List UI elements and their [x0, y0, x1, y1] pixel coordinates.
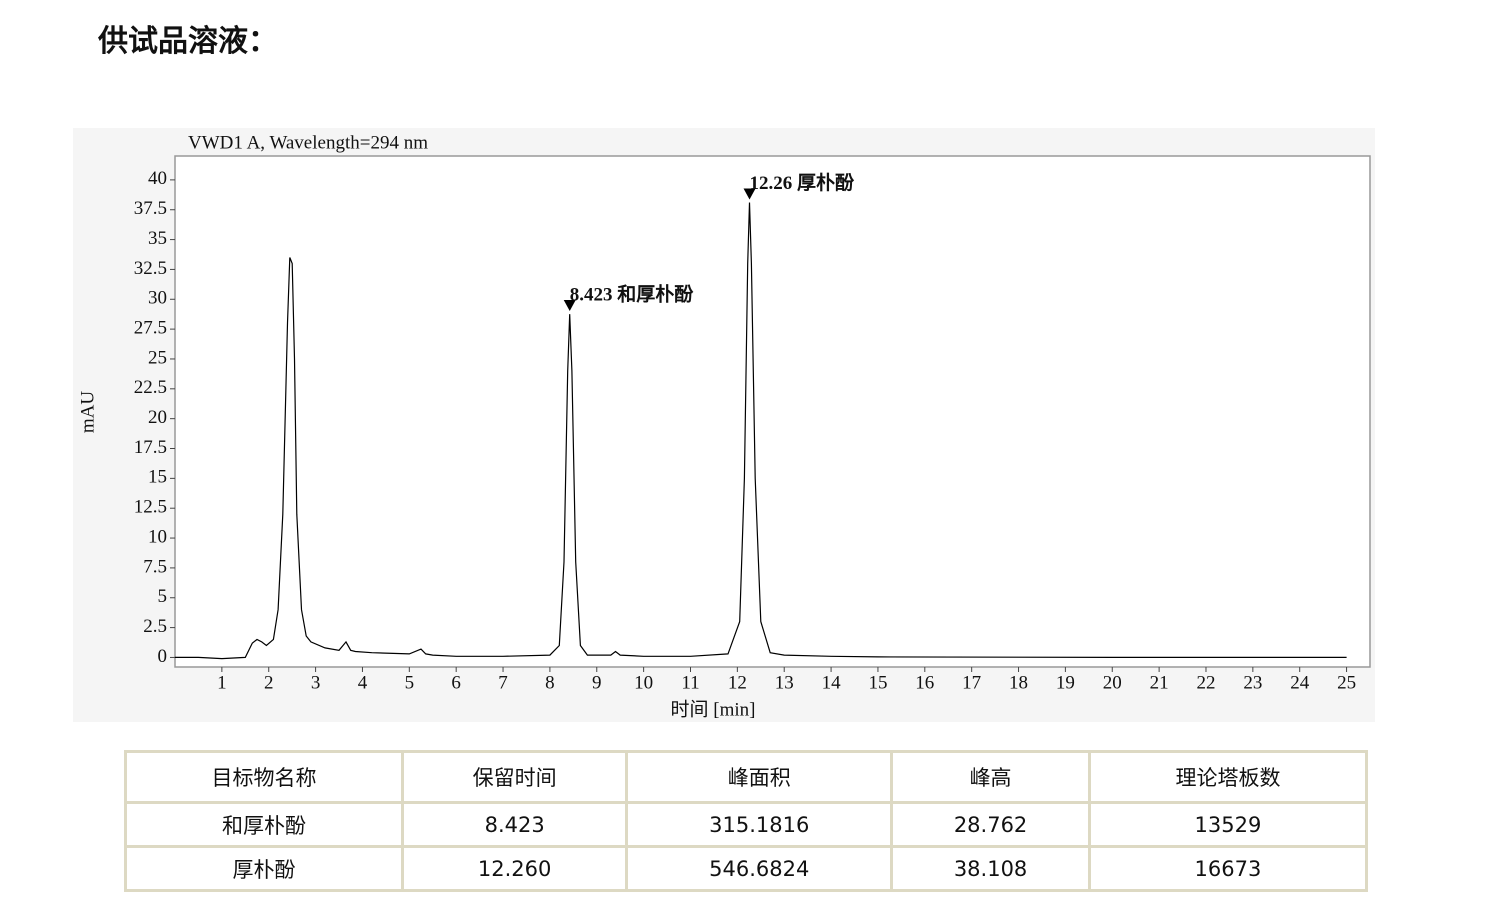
table-cell: 13529 — [1087, 801, 1369, 848]
y-tick-label: 27.5 — [134, 317, 167, 338]
table-row: 厚朴酚 12.260 546.6824 38.108 16673 — [123, 845, 1369, 892]
x-tick-label: 19 — [1056, 672, 1075, 693]
table-cell: 8.423 — [401, 801, 629, 848]
y-tick-label: 25 — [148, 347, 167, 368]
plot-frame — [174, 155, 1371, 668]
table-cell: 546.6824 — [625, 845, 894, 892]
x-tick-label: 2 — [264, 672, 274, 693]
y-tick-label: 5 — [158, 586, 168, 607]
table-cell: 38.108 — [890, 845, 1091, 892]
x-tick-label: 5 — [405, 672, 415, 693]
heading: 供试品溶液： — [98, 24, 278, 59]
y-tick-label: 35 — [148, 228, 167, 249]
x-tick-label: 9 — [592, 672, 602, 693]
x-tick-label: 25 — [1337, 672, 1356, 693]
x-tick-label: 16 — [915, 672, 934, 693]
x-tick-label: 15 — [868, 672, 887, 693]
peak-marker — [743, 188, 756, 200]
x-tick-label: 18 — [1009, 672, 1028, 693]
y-tick-label: 7.5 — [143, 556, 167, 577]
chart-title: VWD1 A, Wavelength=294 nm — [188, 132, 428, 153]
header-row: 目标物名称 保留时间 峰面积 峰高 理论塔板数 — [123, 750, 1369, 804]
y-tick-label: 30 — [148, 288, 167, 309]
x-tick-label: 21 — [1150, 672, 1169, 693]
table-cell: 16673 — [1087, 845, 1369, 892]
x-tick-label: 1 — [217, 672, 227, 693]
y-axis-label: mAU — [77, 391, 98, 434]
x-tick-label: 20 — [1103, 672, 1122, 693]
x-tick-label: 7 — [498, 672, 508, 693]
x-tick-label: 13 — [775, 672, 794, 693]
x-tick-label: 14 — [822, 672, 842, 693]
y-tick-label: 10 — [148, 526, 167, 547]
header-cell: 峰面积 — [625, 750, 894, 804]
table-cell: 28.762 — [890, 801, 1091, 848]
y-tick-label: 40 — [148, 168, 167, 189]
y-tick-label: 17.5 — [134, 437, 167, 458]
x-tick-label: 6 — [451, 672, 461, 693]
peak-marker — [563, 300, 576, 312]
y-tick-label: 37.5 — [134, 198, 167, 219]
header-cell: 峰高 — [890, 750, 1091, 804]
x-tick-label: 10 — [634, 672, 653, 693]
table-cell: 厚朴酚 — [123, 845, 405, 892]
y-tick-label: 15 — [148, 467, 167, 488]
y-tick-label: 20 — [148, 407, 167, 428]
chart: VWD1 A, Wavelength=294 nm 时间 [min] mAU 0… — [73, 128, 1375, 722]
header-cell: 保留时间 — [401, 750, 629, 804]
x-tick-label: 4 — [358, 672, 368, 693]
x-tick-label: 12 — [728, 672, 747, 693]
x-tick-label: 3 — [311, 672, 321, 693]
table-row: 和厚朴酚 8.423 315.1816 28.762 13529 — [123, 801, 1369, 848]
y-tick-label: 22.5 — [134, 377, 167, 398]
x-tick-label: 11 — [681, 672, 699, 693]
table-cell: 315.1816 — [625, 801, 894, 848]
x-tick-label: 8 — [545, 672, 555, 693]
results-table: 目标物名称 保留时间 峰面积 峰高 理论塔板数 和厚朴酚 8.423 315.1816 28.… — [123, 750, 1369, 892]
table-cell: 和厚朴酚 — [123, 801, 405, 848]
table-cell: 12.260 — [401, 845, 629, 892]
x-tick-label: 17 — [962, 672, 981, 693]
y-tick-label: 32.5 — [134, 258, 167, 279]
y-tick-label: 2.5 — [143, 616, 167, 637]
y-tick-label: 0 — [158, 646, 168, 667]
x-tick-label: 22 — [1196, 672, 1215, 693]
chromatogram-line — [175, 202, 1347, 660]
peak-label: 8.423 和厚朴酚 — [570, 282, 695, 305]
peak-label: 12.26 厚朴酚 — [750, 171, 856, 194]
header-cell: 理论塔板数 — [1087, 750, 1369, 804]
y-tick-label: 12.5 — [134, 497, 167, 518]
x-axis-label: 时间 [min] — [671, 698, 756, 720]
x-tick-label: 23 — [1243, 672, 1262, 693]
header-cell: 目标物名称 — [123, 750, 405, 804]
x-tick-label: 24 — [1290, 672, 1310, 693]
table-body: 和厚朴酚 8.423 315.1816 28.762 13529 厚朴酚 12.260 546… — [123, 801, 1369, 892]
